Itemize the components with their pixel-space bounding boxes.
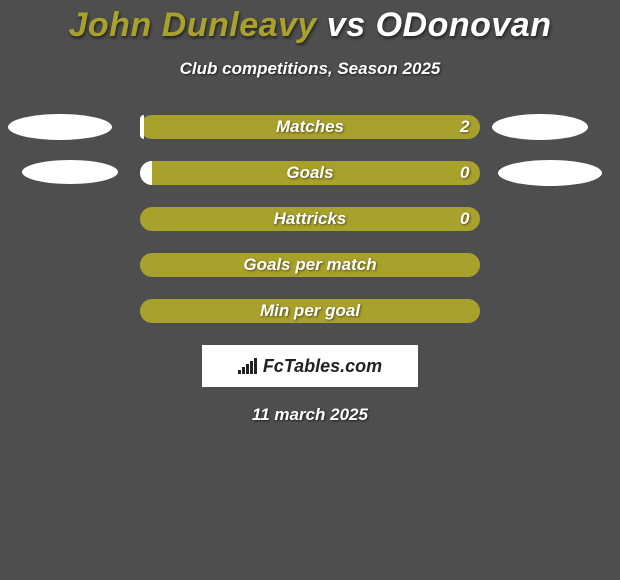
- page-title: John Dunleavy vs ODonovan: [0, 0, 620, 45]
- comparison-chart: Matches2 Goals0 Hattricks0 Goals per match M…: [0, 115, 620, 323]
- bar-fill-left: [140, 115, 144, 139]
- bar-track: [140, 207, 480, 231]
- logo-box: FcTables.com: [202, 345, 418, 387]
- bar-track: [140, 161, 480, 185]
- bar-track: [140, 253, 480, 277]
- stat-row: Goals per match: [0, 253, 620, 277]
- date-label: 11 march 2025: [0, 405, 620, 425]
- bar-value-right: 2: [460, 117, 469, 137]
- bar-fill-left: [140, 161, 152, 185]
- stat-row: Matches2: [0, 115, 620, 139]
- bar-track: [140, 115, 480, 139]
- title-player2: ODonovan: [376, 6, 552, 44]
- subtitle: Club competitions, Season 2025: [0, 59, 620, 79]
- stat-row: Hattricks0: [0, 207, 620, 231]
- bar-track: [140, 299, 480, 323]
- bar-value-right: 0: [460, 209, 469, 229]
- bar-chart-icon: [238, 358, 257, 374]
- title-player1: John Dunleavy: [69, 6, 317, 44]
- stat-row: Goals0: [0, 161, 620, 185]
- bar-value-right: 0: [460, 163, 469, 183]
- logo-text: FcTables.com: [263, 356, 382, 377]
- stat-row: Min per goal: [0, 299, 620, 323]
- title-vs: vs: [327, 6, 366, 44]
